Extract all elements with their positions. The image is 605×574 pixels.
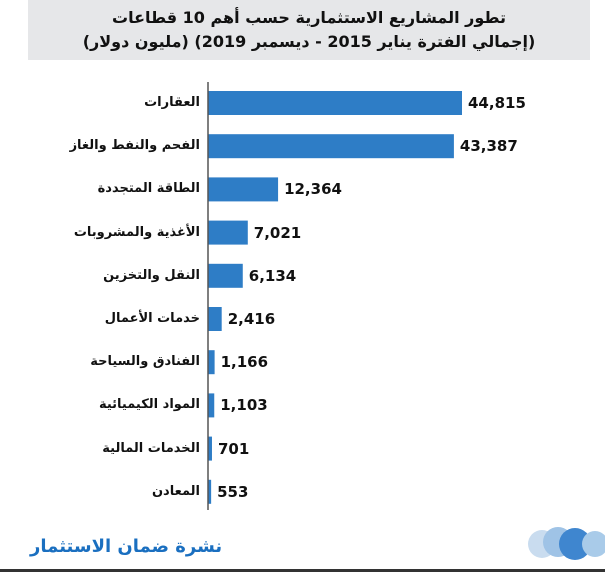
chart-labels: 44,815 العقارات 43,387 الفحم والنفط والغاز 1… [69,94,526,501]
value-label: 44,815 [468,94,526,112]
publisher-logo [528,527,605,560]
bar [208,134,454,159]
category-label: المعادن [151,483,200,499]
bar [208,177,279,202]
value-label: 1,103 [220,396,268,415]
bar-chart [207,82,462,510]
bar [208,307,222,331]
category-label: العقارات [144,95,200,110]
chart-title: تطور المشاريع الاستثمارية حسب أهم 10 قطا… [112,8,506,27]
bar [208,436,212,461]
value-label: 6,134 [248,266,297,285]
bar [208,393,215,418]
value-label: 553 [217,482,249,501]
category-label: خدمات الأعمال [104,311,200,326]
chart-title-box: تطور المشاريع الاستثمارية حسب أهم 10 قطا… [28,0,590,60]
value-label: 2,416 [227,310,276,328]
bar [208,350,215,375]
category-label: النقل والتخزين [103,267,200,283]
value-label: 701 [217,439,250,458]
chart-subtitle: (إجمالي الفترة يناير 2015 - ديسمبر 2019)… [82,32,536,51]
bar [208,479,212,504]
category-label: الأغذية والمشروبات [73,224,200,240]
category-label: الخدمات المالية [102,440,200,456]
category-label: الطاقة المتجددة [97,181,200,197]
category-label: الفحم والنفط والغاز [69,138,200,154]
bar [208,263,243,288]
value-label: 12,364 [284,180,342,199]
value-label: 43,387 [459,137,518,156]
value-label: 7,021 [253,223,302,242]
bar [208,91,462,115]
value-label: 1,166 [220,353,269,372]
category-label: المواد الكيميائية [98,397,200,413]
category-label: الفنادق والسياحة [90,354,200,370]
bar [208,220,248,245]
footer-source: نشرة ضمان الاستثمار [30,536,223,557]
bottom-divider [0,569,605,572]
